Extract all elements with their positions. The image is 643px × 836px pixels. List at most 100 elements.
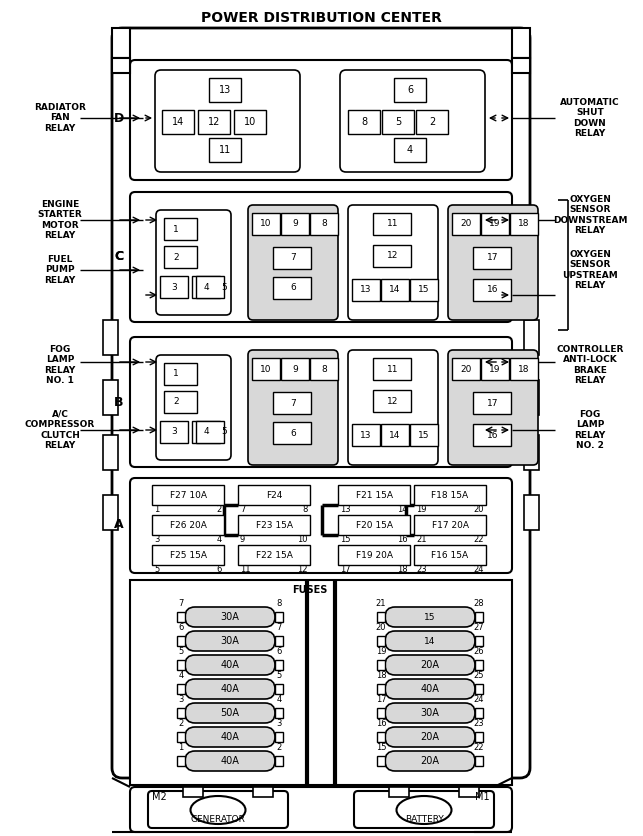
Text: F22 15A: F22 15A (255, 550, 293, 559)
Bar (281, 213, 309, 235)
Bar (475, 732, 483, 742)
Text: 5: 5 (395, 117, 401, 127)
Bar (177, 756, 185, 766)
Text: 9: 9 (292, 220, 298, 228)
Text: 20A: 20A (421, 756, 440, 766)
Text: A: A (114, 518, 124, 532)
Text: 11: 11 (387, 364, 399, 374)
Bar (177, 708, 185, 718)
Bar (275, 732, 283, 742)
Bar (164, 246, 197, 268)
Bar (177, 636, 185, 646)
Bar (473, 279, 511, 301)
Bar (389, 787, 409, 797)
Bar (524, 320, 539, 355)
Bar (252, 358, 280, 380)
Bar (338, 485, 410, 505)
Text: 50A: 50A (221, 708, 239, 718)
Bar (275, 636, 283, 646)
Bar (238, 485, 310, 505)
Bar (103, 495, 118, 530)
Bar (524, 380, 539, 415)
Bar (414, 485, 486, 505)
Text: F24: F24 (266, 491, 282, 499)
Bar (177, 732, 185, 742)
Bar (373, 390, 411, 412)
Text: 17: 17 (376, 695, 386, 704)
Text: 15: 15 (376, 742, 386, 752)
Text: 15: 15 (418, 286, 430, 294)
Text: POWER DISTRIBUTION CENTER: POWER DISTRIBUTION CENTER (201, 11, 442, 25)
Text: 11: 11 (387, 220, 399, 228)
Text: C: C (114, 251, 123, 263)
Bar (481, 213, 509, 235)
Bar (177, 684, 185, 694)
Text: 7: 7 (178, 599, 184, 608)
Text: 19: 19 (489, 220, 501, 228)
Text: OXYGEN
SENSOR
DOWNSTREAM
RELAY: OXYGEN SENSOR DOWNSTREAM RELAY (553, 195, 628, 235)
Bar (373, 213, 411, 235)
Bar (162, 110, 194, 134)
Text: 7: 7 (240, 506, 246, 514)
Bar (275, 684, 283, 694)
Text: 5: 5 (154, 565, 159, 574)
Bar (410, 279, 438, 301)
Text: 5: 5 (221, 283, 227, 292)
Bar (192, 421, 220, 443)
Bar (103, 380, 118, 415)
FancyBboxPatch shape (112, 28, 530, 778)
Text: 14: 14 (172, 117, 184, 127)
Bar (373, 358, 411, 380)
Bar (481, 358, 509, 380)
Text: 9: 9 (240, 536, 245, 544)
Text: 30A: 30A (221, 612, 239, 622)
Text: 4: 4 (203, 283, 209, 292)
Text: 3: 3 (154, 536, 159, 544)
FancyBboxPatch shape (156, 355, 231, 460)
Bar (238, 515, 310, 535)
Text: 20: 20 (460, 220, 472, 228)
Text: 12: 12 (298, 565, 308, 574)
Text: BATTERY: BATTERY (404, 815, 444, 824)
FancyBboxPatch shape (185, 631, 275, 651)
Bar (512, 28, 530, 58)
Text: FOG
LAMP
RELAY
NO. 1: FOG LAMP RELAY NO. 1 (44, 345, 76, 385)
Text: 3: 3 (171, 283, 177, 292)
FancyBboxPatch shape (348, 350, 438, 465)
FancyBboxPatch shape (385, 703, 475, 723)
Text: 19: 19 (416, 506, 426, 514)
Text: 25: 25 (474, 670, 484, 680)
Text: 21: 21 (416, 536, 426, 544)
Bar (103, 435, 118, 470)
Text: 14: 14 (424, 636, 436, 645)
Bar (382, 110, 414, 134)
Text: A/C
COMPRESSOR
CLUTCH
RELAY: A/C COMPRESSOR CLUTCH RELAY (25, 410, 95, 450)
Text: 5: 5 (276, 670, 282, 680)
Bar (152, 545, 224, 565)
Bar (473, 424, 511, 446)
Bar (177, 660, 185, 670)
Text: 11: 11 (219, 145, 231, 155)
Text: 40A: 40A (221, 660, 239, 670)
Bar (103, 320, 118, 355)
Text: 13: 13 (360, 431, 372, 440)
Bar (275, 612, 283, 622)
Ellipse shape (397, 796, 451, 824)
FancyBboxPatch shape (340, 70, 485, 172)
Text: F23 15A: F23 15A (255, 521, 293, 529)
Text: 7: 7 (290, 253, 296, 263)
Text: 18: 18 (376, 670, 386, 680)
Bar (475, 612, 483, 622)
Text: 3: 3 (276, 718, 282, 727)
Bar (273, 247, 311, 269)
Text: 30A: 30A (421, 708, 439, 718)
Text: 40A: 40A (421, 684, 439, 694)
Bar (352, 424, 380, 446)
Text: F26 20A: F26 20A (170, 521, 206, 529)
Bar (381, 424, 409, 446)
FancyBboxPatch shape (155, 70, 300, 172)
FancyBboxPatch shape (385, 655, 475, 675)
Text: F25 15A: F25 15A (170, 550, 206, 559)
Text: 11: 11 (240, 565, 251, 574)
Bar (152, 515, 224, 535)
